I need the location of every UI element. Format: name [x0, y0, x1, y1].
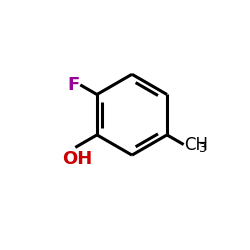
Text: 3: 3 — [198, 142, 206, 154]
Text: CH: CH — [184, 136, 208, 154]
Text: F: F — [67, 76, 79, 94]
Text: OH: OH — [62, 150, 92, 168]
